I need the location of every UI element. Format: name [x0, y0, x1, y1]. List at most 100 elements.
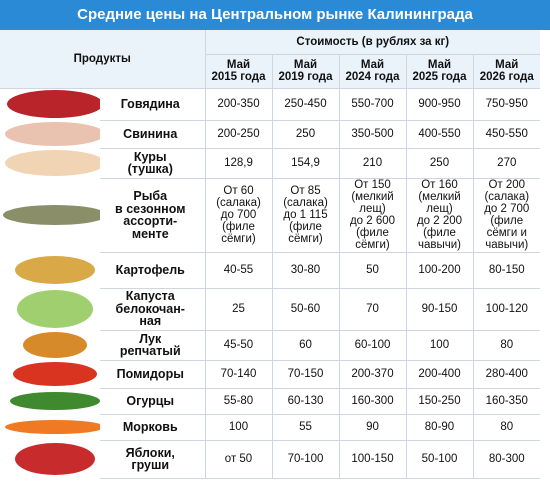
food-picture [17, 290, 93, 328]
price-cell: 90-150 [405, 288, 473, 331]
price-cell: 90 [338, 414, 406, 441]
year-header: Май 2019 года [271, 54, 339, 89]
product-name: Куры (тушка) [100, 148, 205, 179]
product-name: Лук репчатый [100, 330, 205, 361]
price-cell: 45-50 [204, 330, 272, 361]
price-cell: 280-400 [472, 360, 541, 389]
price-cell: 25 [204, 288, 272, 331]
header-row: Продукты Стоимость (в рублях за кг) [0, 30, 541, 89]
price-cell: 200-250 [204, 120, 272, 149]
table-row: Лук репчатый 45-50 60 60-100 100 80 [0, 330, 541, 361]
header-row: Май 2015 года Май 2019 года Май 2024 года М… [0, 54, 541, 89]
table-row: Свинина 200-250 250 350-500 400-550 450-550 [0, 120, 541, 149]
food-picture [13, 362, 97, 386]
price-cell: от 50 [204, 440, 272, 479]
food-picture [23, 332, 87, 358]
product-name: Помидоры [100, 360, 205, 389]
price-cell: 80-90 [405, 414, 473, 441]
product-name: Свинина [100, 120, 205, 149]
price-cell: 128,9 [204, 148, 272, 179]
price-cell: От 200 (салака) до 2 700 (филе сёмги и ч… [472, 178, 541, 253]
food-picture [15, 443, 95, 475]
price-cell: 200-350 [204, 88, 272, 121]
product-name: Капуста белокочан- ная [100, 288, 205, 331]
price-cell: 150-250 [405, 388, 473, 415]
cost-header: Стоимость (в рублях за кг) [204, 30, 541, 55]
table-row: Огурцы 55-80 60-130 160-300 150-250 160-350 [0, 388, 541, 415]
price-cell: 70-100 [271, 440, 339, 479]
price-cell: От 85 (салака) до 1 115 (филе сёмги) [271, 178, 339, 253]
price-cell: 70-140 [204, 360, 272, 389]
price-cell: 160-350 [472, 388, 541, 415]
food-pictures [3, 90, 100, 475]
product-name: Яблоки, груши [100, 440, 205, 479]
price-cell: От 160 (мелкий лещ) до 2 200 (филе чавыч… [405, 178, 473, 253]
table-row: Куры (тушка) 128,9 154,9 210 250 270 [0, 148, 541, 179]
year-header: Май 2026 года [472, 54, 541, 89]
title-bar: Средние цены на Центральном рынке Калини… [0, 0, 550, 30]
food-picture [10, 392, 100, 410]
price-cell: 200-400 [405, 360, 473, 389]
price-cell: 200-370 [338, 360, 406, 389]
price-cell: 80-300 [472, 440, 541, 479]
price-cell: 900-950 [405, 88, 473, 121]
price-cell: 60-100 [338, 330, 406, 361]
price-cell: 250-450 [271, 88, 339, 121]
price-cell: 550-700 [338, 88, 406, 121]
price-cell: 50-100 [405, 440, 473, 479]
table-row: Помидоры 70-140 70-150 200-370 200-400 280-40… [0, 360, 541, 389]
food-picture [3, 205, 100, 225]
price-cell: 100 [405, 330, 473, 361]
price-cell: 154,9 [271, 148, 339, 179]
price-cell: 160-300 [338, 388, 406, 415]
price-cell: 210 [338, 148, 406, 179]
price-cell: 80 [472, 414, 541, 441]
price-cell: 50-60 [271, 288, 339, 331]
price-cell: 80 [472, 330, 541, 361]
price-cell: 70-150 [271, 360, 339, 389]
product-name: Огурцы [100, 388, 205, 415]
product-name: Морковь [100, 414, 205, 441]
table-row: Морковь 100 55 90 80-90 80 [0, 414, 541, 441]
price-cell: 55-80 [204, 388, 272, 415]
table-row: Яблоки, груши от 50 70-100 100-150 50-100 80-… [0, 440, 541, 479]
table-row: Картофель 40-55 30-80 50 100-200 80-150 [0, 252, 541, 289]
price-cell: 100-120 [472, 288, 541, 331]
food-picture [7, 90, 100, 118]
price-cell: 250 [405, 148, 473, 179]
price-cell: 750-950 [472, 88, 541, 121]
food-picture [5, 122, 100, 146]
table-row: Капуста белокочан- ная 25 50-60 70 90-150 100… [0, 288, 541, 331]
product-header: Продукты [0, 30, 205, 89]
price-cell: 60-130 [271, 388, 339, 415]
price-cell: 450-550 [472, 120, 541, 149]
price-cell: 250 [271, 120, 339, 149]
price-cell: 400-550 [405, 120, 473, 149]
product-name: Рыба в сезонном ассорти- менте [100, 178, 205, 253]
price-cell: 100-150 [338, 440, 406, 479]
year-header: Май 2015 года [204, 54, 272, 89]
price-cell: 270 [472, 148, 541, 179]
price-cell: 70 [338, 288, 406, 331]
food-picture [5, 420, 100, 434]
price-table: Продукты Стоимость (в рублях за кг) Май 20… [0, 30, 541, 479]
year-header: Май 2024 года [338, 54, 406, 89]
food-picture [5, 150, 100, 176]
price-cell: От 60 (салака) до 700 (филе сёмги) [204, 178, 272, 253]
product-name: Картофель [100, 252, 205, 289]
price-cell: 55 [271, 414, 339, 441]
price-cell: 30-80 [271, 252, 339, 289]
year-header: Май 2025 года [405, 54, 473, 89]
price-cell: 40-55 [204, 252, 272, 289]
table-row: Рыба в сезонном ассорти- менте От 60 (сал… [0, 178, 541, 253]
price-cell: 50 [338, 252, 406, 289]
price-cell: 100-200 [405, 252, 473, 289]
price-cell: 100 [204, 414, 272, 441]
food-picture [15, 256, 95, 284]
product-name: Говядина [100, 88, 205, 121]
price-cell: 350-500 [338, 120, 406, 149]
table-row: Говядина 200-350 250-450 550-700 900-950 750-… [0, 88, 541, 121]
price-cell: От 150 (мелкий лещ) до 2 600 (филе сёмги… [338, 178, 406, 253]
price-cell: 60 [271, 330, 339, 361]
